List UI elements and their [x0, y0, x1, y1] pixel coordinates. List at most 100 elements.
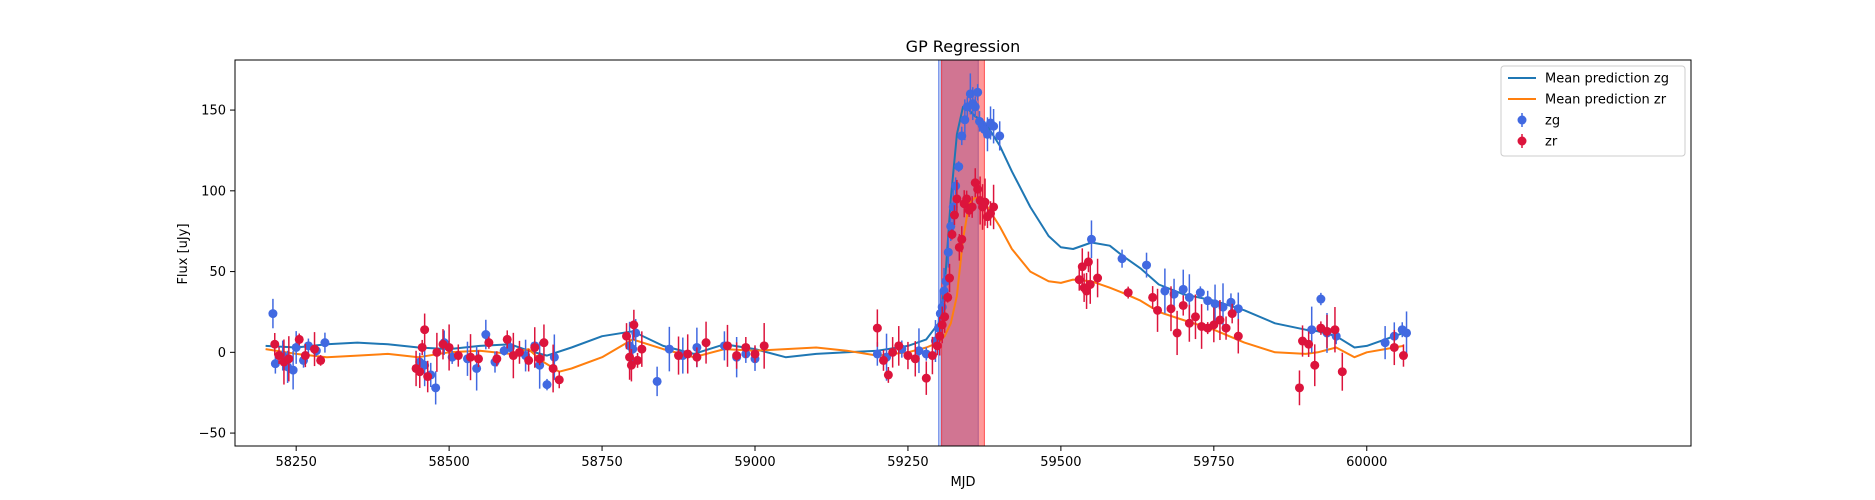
point-zr [1178, 300, 1188, 310]
point-zr [940, 312, 950, 322]
point-zr [270, 339, 280, 349]
point-zr [514, 347, 524, 357]
point-zr [943, 292, 953, 302]
point-zr [878, 355, 888, 365]
point-zg [1117, 254, 1127, 264]
point-zr [294, 334, 304, 344]
point-zr [1389, 342, 1399, 352]
point-zr [473, 354, 483, 364]
point-zr [952, 194, 962, 204]
point-zg [914, 346, 924, 356]
point-zr [626, 360, 636, 370]
point-zr [300, 351, 310, 361]
point-zg [481, 330, 491, 340]
point-zr [444, 342, 454, 352]
point-zg [989, 121, 999, 131]
point-zg [872, 349, 882, 359]
x-tick-label: 58750 [581, 455, 622, 470]
point-zg [288, 365, 298, 375]
point-zr [1190, 312, 1200, 322]
point-zr [633, 355, 643, 365]
point-zr [548, 363, 558, 373]
point-zr [945, 273, 955, 283]
point-zr [872, 323, 882, 333]
point-zr [1304, 339, 1314, 349]
y-tick-label: 150 [201, 104, 226, 119]
point-zr [629, 320, 639, 330]
point-zr [502, 334, 512, 344]
point-zr [466, 352, 476, 362]
point-zr [962, 194, 972, 204]
point-zr [453, 351, 463, 361]
point-zr [1153, 305, 1163, 315]
y-tick-label: 0 [218, 346, 226, 361]
point-zr [1166, 304, 1176, 314]
x-axis-ticks: 58250 58500 58750 59000 59250 59500 59750 60000 [275, 446, 1387, 470]
point-zr [1148, 292, 1158, 302]
point-zg [1184, 292, 1194, 302]
point-zg [1307, 325, 1317, 335]
point-zr [1215, 315, 1225, 325]
point-zg [420, 360, 430, 370]
point-zr [484, 338, 494, 348]
point-zr [1221, 323, 1231, 333]
point-zg [628, 344, 638, 354]
point-zr [316, 355, 326, 365]
point-zg [970, 102, 980, 112]
point-zr [701, 338, 711, 348]
y-axis-label: Flux [uJy] [176, 223, 191, 284]
point-zr [1184, 318, 1194, 328]
y-axis-ticks: −50 0 50 100 150 [199, 104, 235, 442]
point-zr [750, 349, 760, 359]
legend-label: zr [1545, 135, 1558, 150]
point-zr [894, 341, 904, 351]
point-zg [320, 338, 330, 348]
y-tick-label: 50 [209, 265, 226, 280]
point-zr [1310, 360, 1320, 370]
point-zg [948, 202, 958, 212]
point-zg [954, 162, 964, 172]
point-zg [664, 344, 674, 354]
point-zr [674, 351, 684, 361]
point-zg [542, 380, 552, 390]
point-zr [1093, 273, 1103, 283]
point-zg [1218, 302, 1228, 312]
point-zr [883, 370, 893, 380]
point-zg [631, 328, 641, 338]
x-tick-label: 58500 [428, 455, 469, 470]
point-zg [535, 360, 545, 370]
point-zr [921, 373, 931, 383]
point-zg [960, 115, 970, 125]
point-zr [1227, 309, 1237, 319]
point-zr [732, 351, 742, 361]
point-zr [524, 355, 534, 365]
point-zg [1402, 328, 1412, 338]
point-zg [1160, 286, 1170, 296]
point-zg [270, 359, 280, 369]
point-zr [625, 352, 635, 362]
point-zr [1172, 328, 1182, 338]
point-zr [1330, 325, 1340, 335]
point-zr [888, 347, 898, 357]
legend: Mean prediction zg Mean prediction zr zg zr [1500, 65, 1686, 157]
point-zg [1226, 297, 1236, 307]
x-tick-label: 59500 [1040, 455, 1081, 470]
point-zr [622, 331, 632, 341]
point-zr [535, 354, 545, 364]
point-zr [759, 341, 769, 351]
point-zr [722, 341, 732, 351]
point-zg [268, 309, 278, 319]
point-zr [910, 354, 920, 364]
point-zr [1077, 262, 1087, 272]
point-zr [903, 351, 913, 361]
point-zr [492, 354, 502, 364]
point-zg [957, 131, 967, 141]
point-zg [1380, 338, 1390, 348]
point-zr [1294, 383, 1304, 393]
x-axis-label: MJD [950, 475, 975, 490]
point-zg [652, 376, 662, 386]
point-zg [1316, 294, 1326, 304]
point-zr [310, 344, 320, 354]
point-zr [741, 342, 751, 352]
